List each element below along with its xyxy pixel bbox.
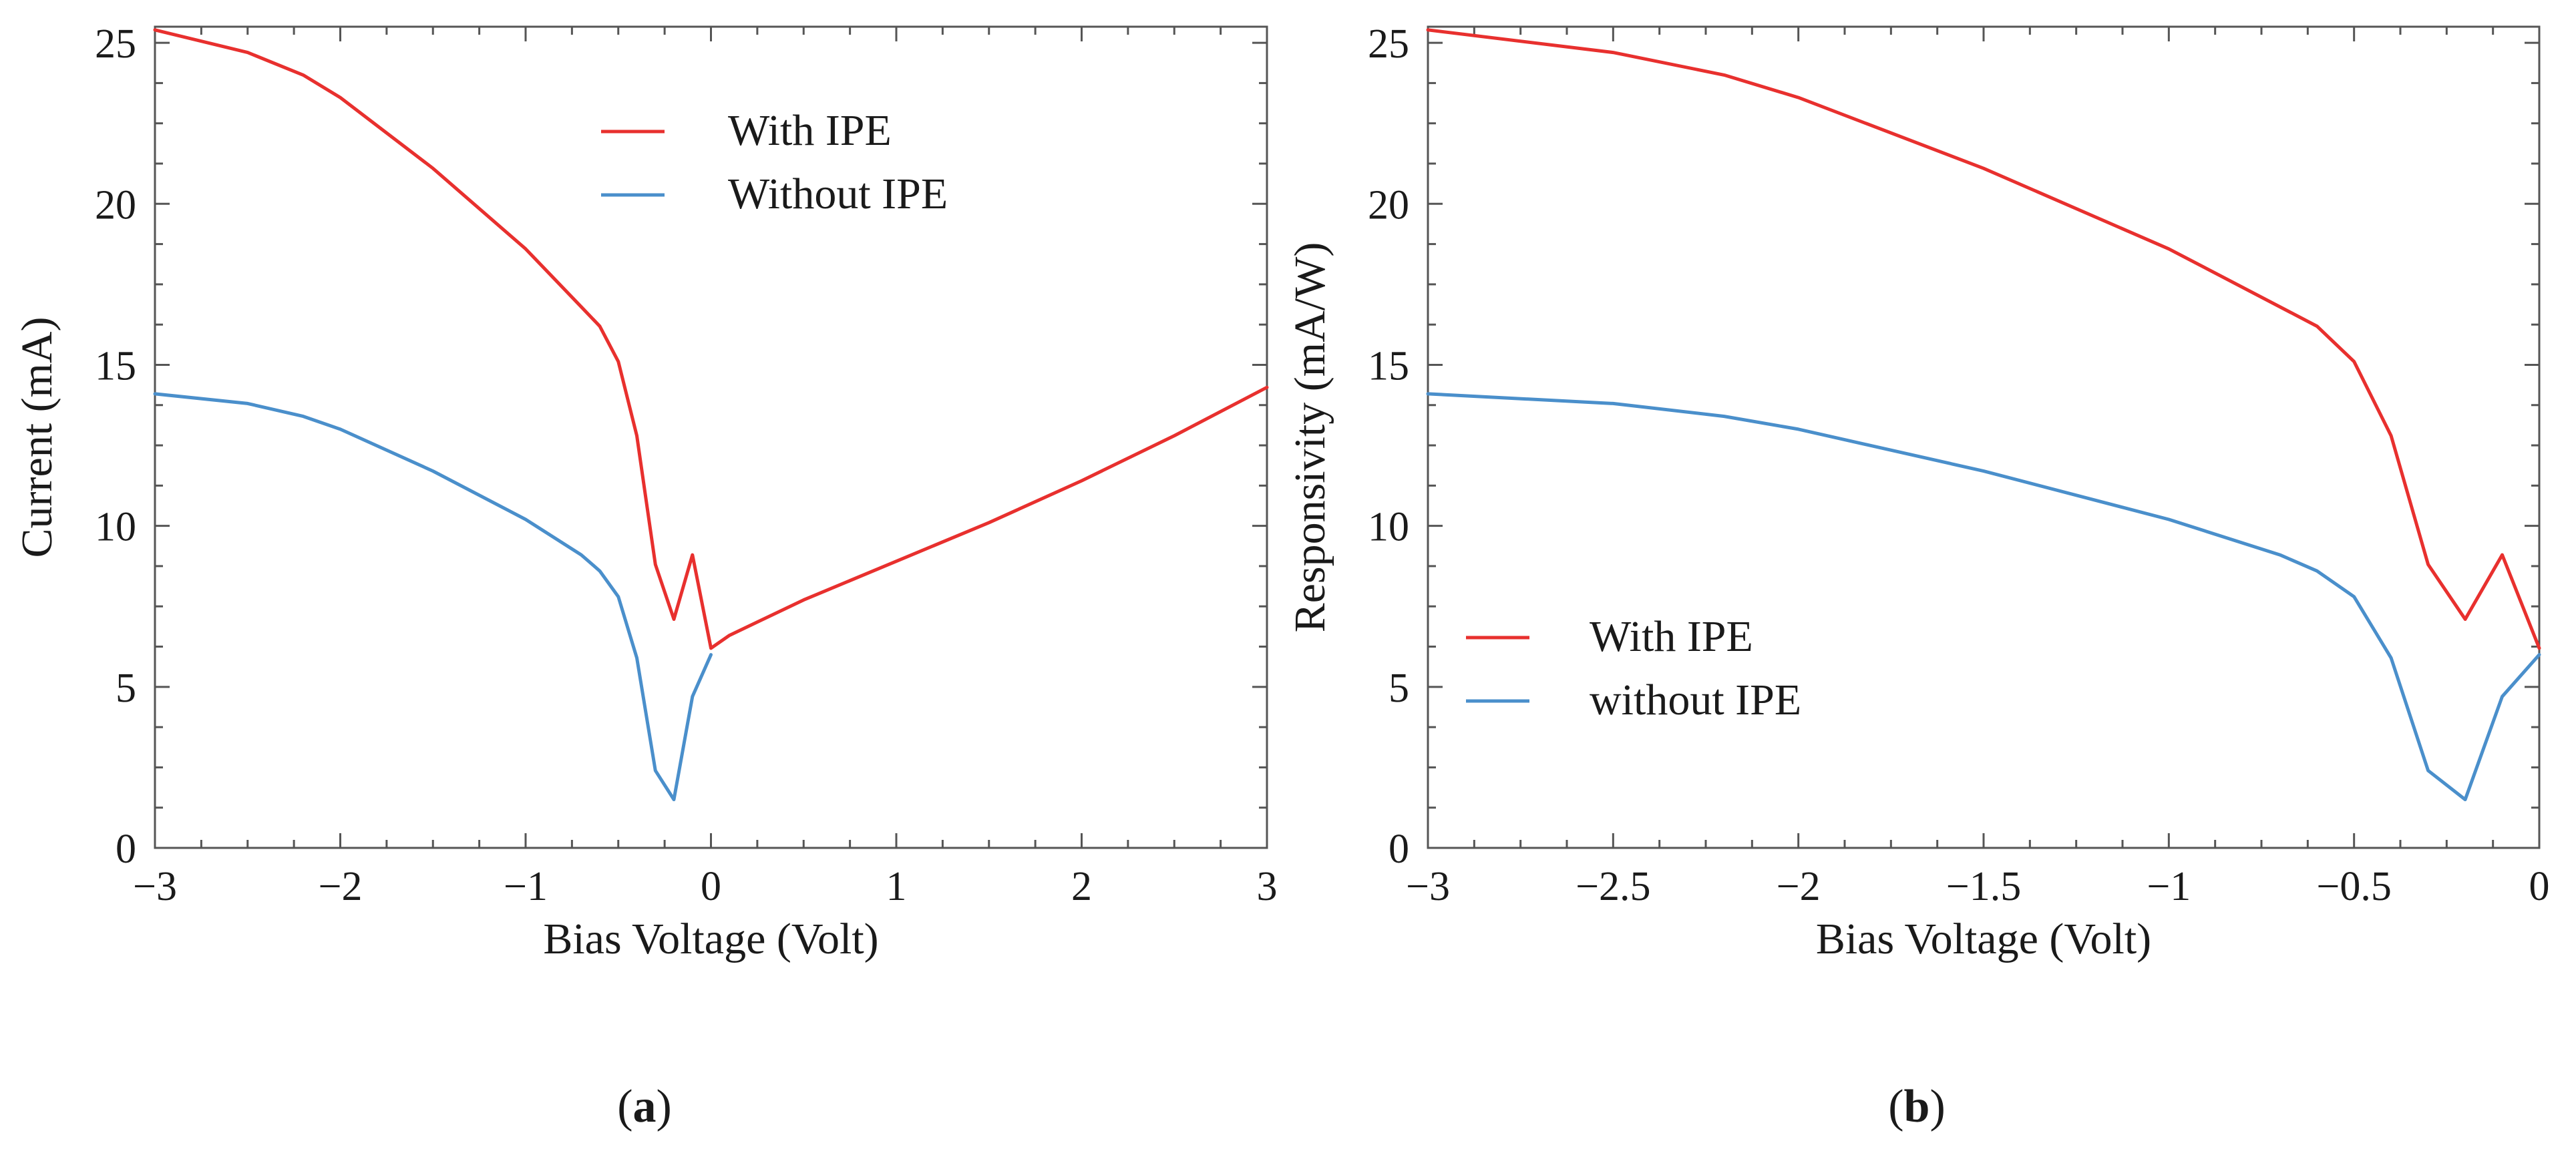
plot-frame bbox=[1428, 27, 2539, 848]
x-tick-label: −0.5 bbox=[2316, 864, 2391, 909]
legend-label: With IPE bbox=[1590, 612, 1753, 661]
y-tick-label: 15 bbox=[95, 343, 136, 389]
series-line-with-ipe bbox=[155, 30, 1267, 648]
x-tick-label: 3 bbox=[1257, 864, 1278, 909]
chart-panel-b: −3 −2.5 −2 −1.5 −1 −0.5 0 0 5 10 15 20 25 With IPE wit… bbox=[1286, 21, 2550, 1132]
x-tick-label: 0 bbox=[2529, 864, 2550, 909]
y-tick-label: 20 bbox=[95, 182, 136, 228]
panel-label-open: ( bbox=[1888, 1081, 1903, 1132]
y-tick-label: 10 bbox=[95, 505, 136, 550]
y-tick-label: 5 bbox=[1389, 666, 1409, 711]
plot-frame bbox=[155, 27, 1267, 848]
x-tick-label: −3 bbox=[133, 864, 177, 909]
y-tick-label: 0 bbox=[116, 827, 136, 872]
y-tick-label: 0 bbox=[1389, 827, 1409, 872]
x-tick-label: −2.5 bbox=[1576, 864, 1650, 909]
panel-label-letter: b bbox=[1904, 1081, 1930, 1132]
x-tick-label: −1 bbox=[504, 864, 548, 909]
series-line-with-ipe bbox=[1428, 30, 2539, 648]
y-tick-label: 15 bbox=[1368, 343, 1409, 389]
y-tick-label: 20 bbox=[1368, 182, 1409, 228]
y-tick-label: 25 bbox=[1368, 21, 1409, 67]
panel-label-open: ( bbox=[617, 1081, 632, 1132]
x-tick-label: −2 bbox=[1777, 864, 1821, 909]
legend-label: without IPE bbox=[1590, 676, 1801, 724]
series-line-without-ipe bbox=[1428, 394, 2539, 800]
x-axis-title: Bias Voltage (Volt) bbox=[543, 915, 878, 963]
x-axis-title: Bias Voltage (Volt) bbox=[1816, 915, 2151, 963]
panel-label: (b) bbox=[1888, 1081, 1946, 1132]
x-tick-label: 1 bbox=[886, 864, 907, 909]
series-line-without-ipe bbox=[155, 394, 711, 800]
panel-label-close: ) bbox=[1929, 1081, 1945, 1132]
legend-label: Without IPE bbox=[728, 170, 948, 218]
legend-label: With IPE bbox=[728, 106, 892, 155]
figure: −3 −2 −1 0 1 2 3 0 5 10 15 20 25 With IPE Without IPE B… bbox=[0, 0, 2576, 1155]
x-tick-label: −1 bbox=[2147, 864, 2191, 909]
panel-label: (a) bbox=[617, 1081, 672, 1132]
x-tick-label: −1.5 bbox=[1946, 864, 2021, 909]
panel-label-letter: a bbox=[633, 1081, 657, 1132]
y-tick-label: 25 bbox=[95, 21, 136, 67]
y-axis-title: Responsivity (mA/W) bbox=[1286, 242, 1334, 633]
chart-panel-a: −3 −2 −1 0 1 2 3 0 5 10 15 20 25 With IPE Without IPE B… bbox=[13, 21, 1278, 1132]
x-tick-label: 2 bbox=[1071, 864, 1092, 909]
x-tick-label: −3 bbox=[1406, 864, 1450, 909]
x-tick-label: 0 bbox=[701, 864, 721, 909]
x-tick-label: −2 bbox=[319, 864, 363, 909]
y-axis-title: Current (mA) bbox=[13, 316, 61, 557]
panel-label-close: ) bbox=[657, 1081, 672, 1132]
y-tick-label: 5 bbox=[116, 666, 136, 711]
y-tick-label: 10 bbox=[1368, 505, 1409, 550]
